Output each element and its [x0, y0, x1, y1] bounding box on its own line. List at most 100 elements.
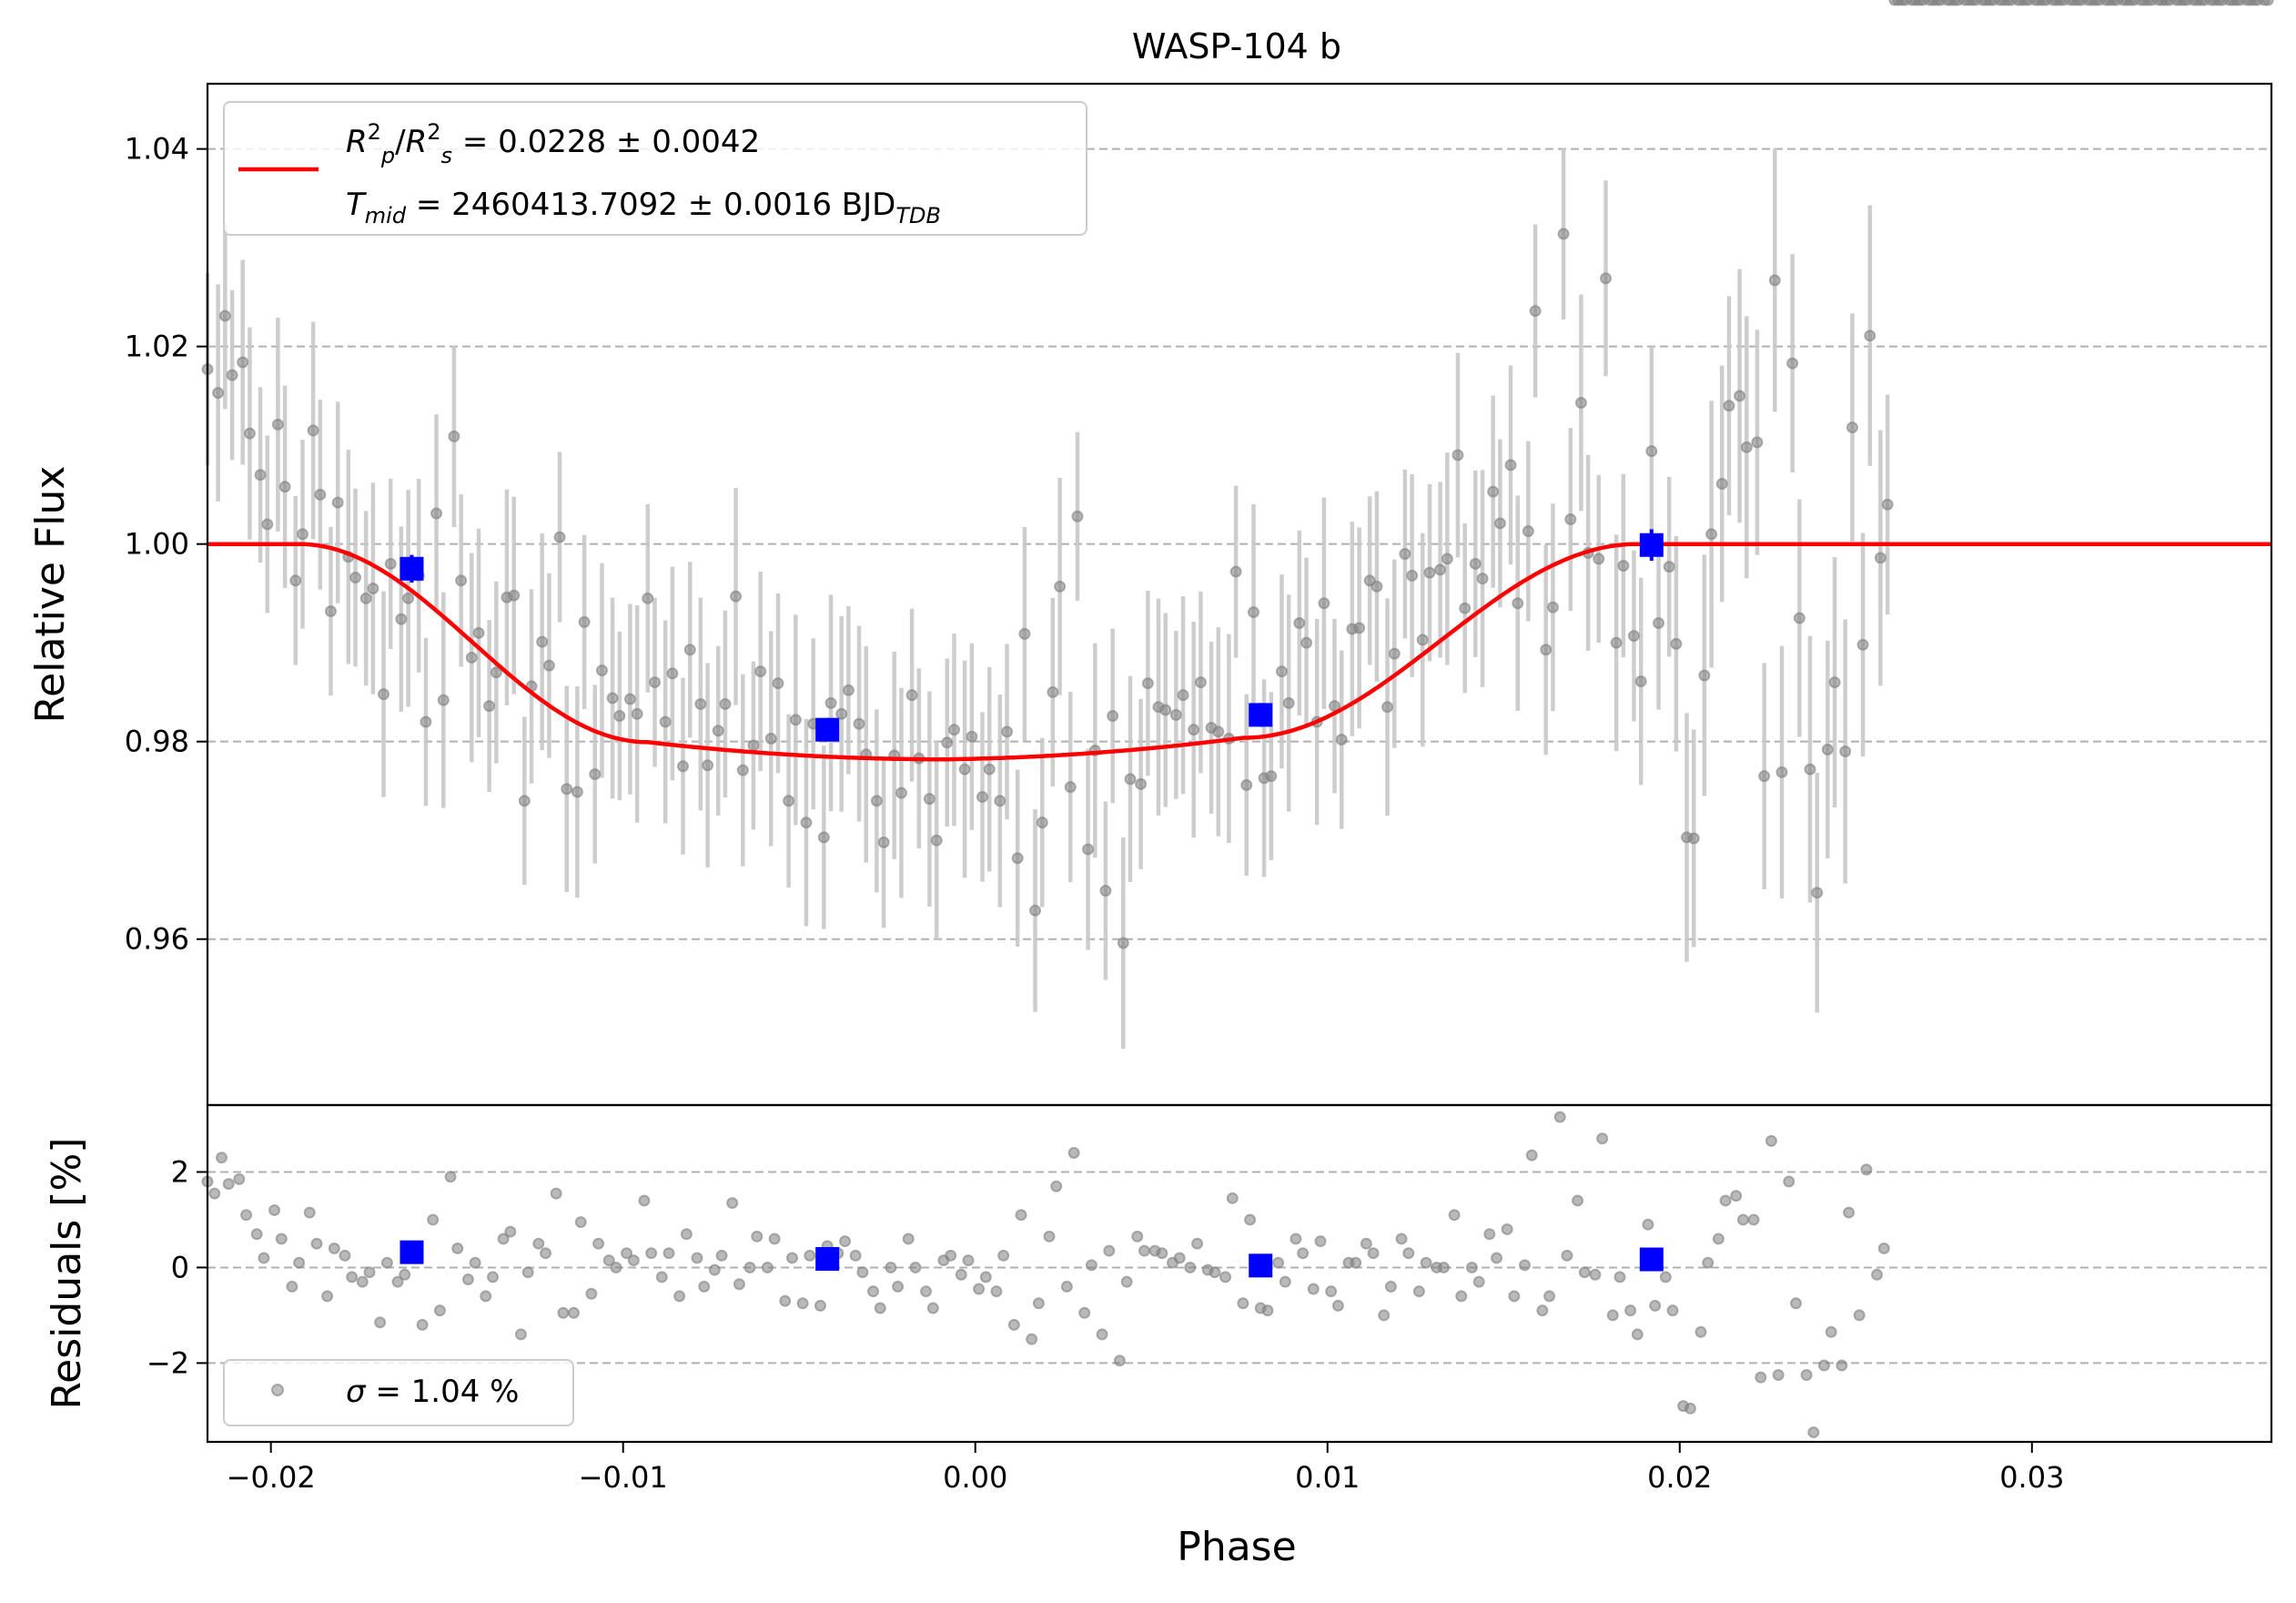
- residual-point: [592, 1237, 605, 1250]
- x-tick-label: 0.03: [1999, 1460, 2064, 1495]
- residual-point: [1525, 1149, 1538, 1162]
- residual-point: [768, 1233, 781, 1245]
- flux-y-tick-label: 0.96: [125, 922, 189, 957]
- residual-point: [328, 1242, 340, 1254]
- flux-point: [842, 684, 855, 696]
- flux-point: [1194, 676, 1207, 689]
- residual-point: [2258, 0, 2271, 6]
- residual-point: [391, 1275, 404, 1288]
- residual-point: [427, 1213, 440, 1226]
- residual-point: [540, 1247, 552, 1260]
- residual-point: [638, 1194, 651, 1207]
- flux-point: [1793, 612, 1805, 624]
- flux-binned-point: [815, 717, 840, 742]
- residual-point: [1184, 1261, 1197, 1273]
- flux-binned-point: [1639, 533, 1664, 557]
- flux-point: [1758, 770, 1771, 783]
- flux-y-tick-label: 0.98: [125, 725, 189, 759]
- residual-point: [698, 1280, 711, 1293]
- flux-point: [1617, 560, 1630, 573]
- flux-point: [518, 795, 531, 807]
- residual-point: [1237, 1297, 1249, 1310]
- residual-point: [1472, 1275, 1485, 1288]
- residual-point: [380, 1256, 393, 1269]
- residual-point: [814, 1299, 826, 1312]
- residual-point: [1219, 1271, 1232, 1283]
- residual-point: [997, 1249, 1010, 1262]
- flux-point: [1546, 601, 1559, 614]
- residual-point: [990, 1285, 1003, 1298]
- flux-point: [1811, 887, 1824, 899]
- residual-point: [1384, 1280, 1397, 1293]
- residual-point: [1730, 1190, 1743, 1202]
- flux-point: [1751, 436, 1764, 449]
- residual-point: [1747, 1213, 1760, 1226]
- residual-point: [892, 1280, 905, 1293]
- residual-point: [796, 1297, 809, 1310]
- flux-point: [465, 651, 478, 664]
- x-tick-label: 0.00: [943, 1460, 1007, 1495]
- residual-point: [1702, 1256, 1714, 1269]
- residual-point: [1712, 1233, 1725, 1245]
- flux-point: [1723, 400, 1735, 412]
- residual-point: [2107, 0, 2119, 6]
- residual-point: [779, 1294, 792, 1307]
- flux-point: [437, 694, 450, 706]
- residual-point: [726, 1197, 739, 1210]
- residual-point: [1331, 1299, 1344, 1312]
- flux-point: [835, 707, 848, 720]
- residual-point: [1226, 1192, 1239, 1204]
- residual-point: [1307, 1283, 1320, 1295]
- flux-y-tick-label: 1.00: [125, 527, 189, 562]
- x-tick-label: 0.02: [1647, 1460, 1712, 1495]
- flux-point: [1687, 832, 1700, 845]
- residual-point: [585, 1287, 598, 1300]
- flux-point: [561, 783, 573, 796]
- residual-point: [1483, 1228, 1496, 1241]
- flux-point: [1846, 421, 1858, 434]
- residual-point: [1297, 1247, 1310, 1260]
- residual-point: [2159, 0, 2172, 6]
- residual-point: [1642, 1218, 1654, 1231]
- residual-point: [258, 1252, 270, 1264]
- residual-point: [849, 1249, 862, 1262]
- residual-point: [363, 1266, 376, 1279]
- flux-point: [578, 615, 591, 628]
- residual-point: [2177, 0, 2190, 6]
- flux-point: [1493, 517, 1506, 530]
- flux-point: [613, 709, 626, 722]
- flux-point: [1177, 689, 1189, 702]
- flux-point: [1540, 644, 1553, 656]
- residual-point: [1138, 1244, 1151, 1257]
- residual-point: [1606, 1309, 1619, 1322]
- flux-point: [1011, 852, 1024, 865]
- legend-sigma: σ = 1.04 %: [346, 1374, 519, 1410]
- residual-point: [743, 1261, 756, 1273]
- flux-point: [623, 693, 636, 705]
- residual-point: [1572, 1194, 1584, 1207]
- residual-point: [1026, 1333, 1038, 1345]
- residual-point: [1877, 1242, 1890, 1254]
- flux-point: [212, 387, 225, 400]
- residual-point: [1448, 1209, 1461, 1222]
- residual-point: [610, 1261, 622, 1273]
- flux-point: [789, 714, 802, 726]
- residuals-binned-points: [400, 1240, 1664, 1278]
- residual-point: [215, 1152, 228, 1164]
- residual-point: [1060, 1280, 1073, 1293]
- flux-point: [649, 676, 662, 689]
- residuals-y-tick-label: 0: [171, 1250, 189, 1284]
- flux-point: [824, 696, 837, 709]
- flux-point: [676, 760, 689, 773]
- flux-point: [877, 836, 890, 848]
- residual-point: [1272, 1256, 1285, 1269]
- flux-point: [1821, 743, 1834, 756]
- flux-point: [1047, 685, 1059, 698]
- flux-point: [1698, 669, 1711, 682]
- legend-mid-transit-time: Tmid = 2460413.7092 ± 0.0016 BJDTDB: [346, 187, 941, 228]
- flux-point: [1504, 459, 1517, 472]
- residual-point: [866, 1285, 879, 1298]
- residual-point: [1836, 1359, 1848, 1372]
- flux-point: [764, 732, 777, 745]
- residual-point: [268, 1203, 281, 1216]
